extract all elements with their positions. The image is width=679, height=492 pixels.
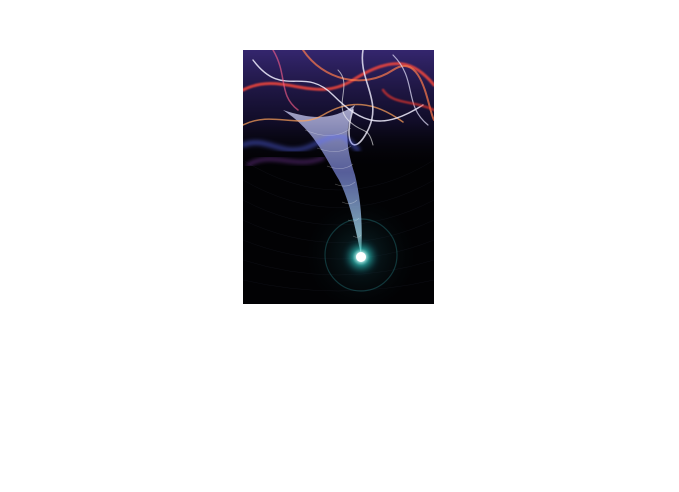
light-vortex-illustration (243, 50, 434, 304)
light-funnel (283, 105, 362, 255)
abstract-light-artwork (243, 50, 434, 304)
light-ribbons (243, 50, 434, 167)
core-center (356, 252, 366, 262)
